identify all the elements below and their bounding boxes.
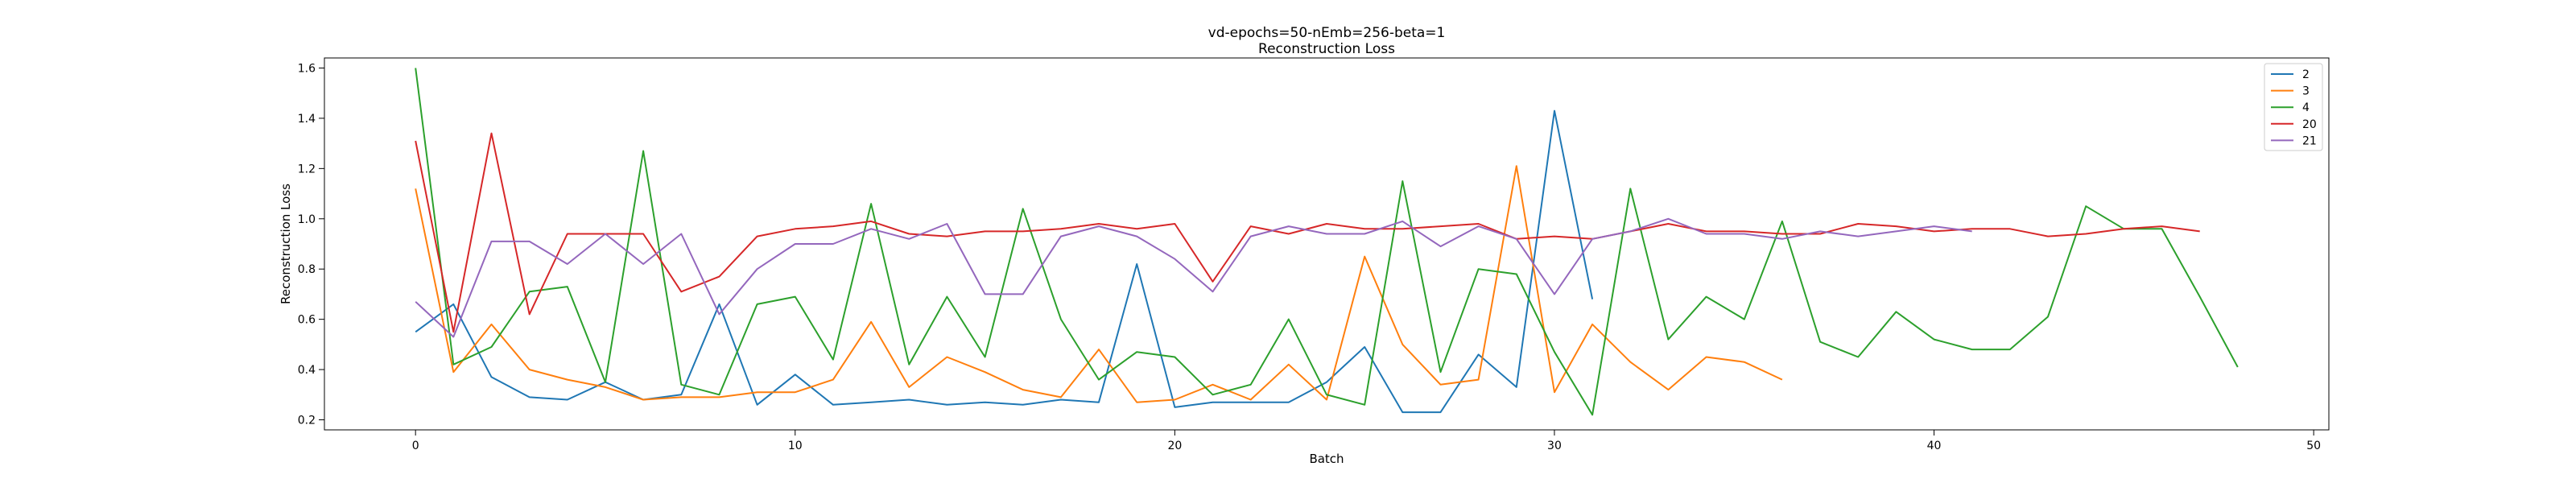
y-tick-label: 0.6 bbox=[298, 314, 316, 327]
y-tick-label: 0.2 bbox=[298, 415, 316, 427]
legend-label-4: 4 bbox=[2302, 101, 2310, 114]
x-tick-label: 30 bbox=[1547, 440, 1562, 452]
y-tick-label: 1.6 bbox=[298, 62, 316, 75]
y-tick-label: 1.2 bbox=[298, 163, 316, 175]
series-line-21 bbox=[415, 217, 1972, 338]
legend-label-3: 3 bbox=[2302, 85, 2310, 98]
series-layer bbox=[415, 68, 2239, 416]
y-tick-label: 0.4 bbox=[298, 364, 316, 377]
series-line-4 bbox=[415, 68, 2239, 416]
x-tick-label: 40 bbox=[1927, 440, 1942, 452]
y-tick-label: 0.8 bbox=[298, 263, 316, 276]
x-axis-label: Batch bbox=[1309, 452, 1344, 466]
legend-label-21: 21 bbox=[2302, 134, 2317, 147]
y-tick-label: 1.4 bbox=[298, 113, 316, 126]
x-tick-label: 20 bbox=[1167, 440, 1182, 452]
legend-label-20: 20 bbox=[2302, 118, 2317, 131]
x-tick-label: 10 bbox=[788, 440, 803, 452]
series-line-20 bbox=[415, 132, 2200, 333]
y-axis-label: Reconstruction Loss bbox=[279, 184, 293, 304]
x-tick-label: 50 bbox=[2306, 440, 2321, 452]
x-tick-label: 0 bbox=[412, 440, 419, 452]
chart-subtitle: Reconstruction Loss bbox=[1258, 41, 1395, 57]
chart-title: vd-epochs=50-nEmb=256-beta=1 bbox=[1208, 25, 1446, 41]
legend-label-2: 2 bbox=[2302, 68, 2310, 81]
ticks-layer: 0 10 20 30 40 50 0.2 0.4 0.6 0.8 1.0 1.2 1.4 1.6 bbox=[298, 62, 2321, 452]
legend: 2 3 4 20 21 bbox=[2264, 63, 2323, 151]
series-line-3 bbox=[415, 165, 1783, 403]
series-line-2 bbox=[415, 109, 1594, 414]
y-tick-label: 1.0 bbox=[298, 213, 316, 226]
plot-frame bbox=[324, 57, 2330, 431]
